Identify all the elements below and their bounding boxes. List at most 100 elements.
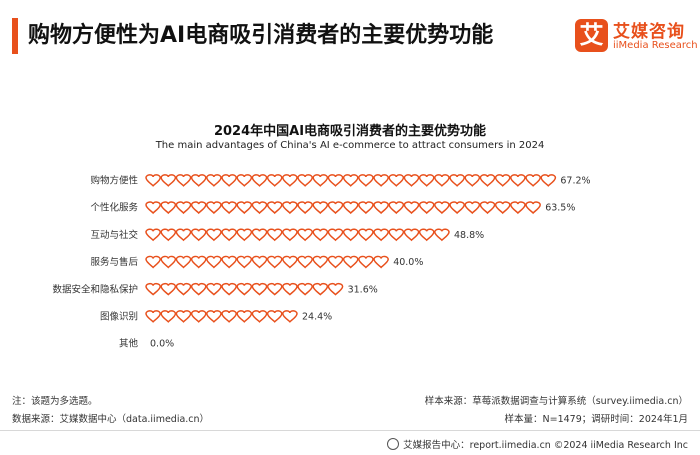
heart-icon bbox=[206, 310, 222, 323]
category-label: 个性化服务 bbox=[90, 202, 138, 214]
category-label: 互动与社交 bbox=[90, 229, 138, 241]
heart-icon bbox=[282, 174, 298, 187]
heart-icon bbox=[175, 228, 192, 242]
heart-icon bbox=[221, 201, 237, 215]
heart-icon bbox=[510, 174, 526, 187]
data-source-text: 数据来源：艾媒数据中心（data.iimedia.cn） bbox=[12, 414, 210, 425]
heart-icon bbox=[358, 201, 374, 215]
heart-icon bbox=[327, 174, 344, 187]
heart-icon bbox=[160, 282, 177, 296]
logo-english-name: iiMedia Research bbox=[613, 40, 698, 51]
heart-icon bbox=[464, 174, 481, 187]
heart-icon bbox=[236, 201, 253, 215]
heart-bar bbox=[145, 201, 541, 215]
heart-icon bbox=[145, 228, 161, 242]
heart-icon bbox=[297, 255, 313, 269]
heart-icon bbox=[297, 201, 313, 215]
heart-icon bbox=[190, 255, 207, 269]
heart-icon bbox=[327, 255, 344, 269]
heart-icon bbox=[175, 255, 192, 269]
heart-icon bbox=[418, 228, 435, 242]
value-label: 67.2% bbox=[560, 176, 590, 187]
heart-icon bbox=[266, 255, 283, 269]
heart-bar bbox=[145, 255, 389, 269]
heart-icon bbox=[282, 255, 298, 269]
heart-icon bbox=[434, 228, 450, 242]
heart-icon bbox=[236, 174, 253, 187]
heart-icon bbox=[327, 201, 344, 215]
heart-icon bbox=[297, 282, 313, 296]
chart-subtitle: The main advantages of China's AI e-comm… bbox=[155, 140, 545, 151]
heart-icon bbox=[464, 201, 481, 215]
footer: 艾媒报告中心：report.iimedia.cn ©2024 iiMedia R… bbox=[387, 437, 688, 451]
heart-icon bbox=[221, 174, 237, 187]
footer-text: 艾媒报告中心：report.iimedia.cn ©2024 iiMedia R… bbox=[403, 440, 688, 451]
note-text: 注：该题为多选题。 bbox=[12, 396, 98, 407]
value-label: 0.0% bbox=[150, 339, 174, 350]
heart-icon bbox=[145, 201, 161, 215]
heart-icon bbox=[358, 255, 374, 269]
heart-icon bbox=[342, 201, 359, 215]
heart-icon bbox=[160, 310, 177, 323]
heart-icon bbox=[160, 228, 177, 242]
heart-bar bbox=[145, 228, 450, 242]
heart-icon bbox=[251, 174, 268, 187]
heart-icon bbox=[388, 201, 405, 215]
heart-icon bbox=[540, 174, 557, 187]
heart-icon bbox=[494, 174, 511, 187]
value-label: 24.4% bbox=[302, 312, 332, 323]
heart-icon bbox=[160, 255, 177, 269]
value-label: 63.5% bbox=[545, 203, 575, 214]
logo-badge-icon: 艾 bbox=[575, 19, 608, 52]
heart-icon bbox=[236, 228, 253, 242]
heart-icon bbox=[221, 310, 237, 323]
iimedia-logo: 艾 艾媒咨询 iiMedia Research bbox=[575, 16, 698, 56]
heart-icon bbox=[403, 201, 420, 215]
heart-icon bbox=[145, 282, 161, 296]
heart-icon bbox=[190, 228, 207, 242]
heart-icon bbox=[282, 201, 298, 215]
heart-icon bbox=[312, 255, 329, 269]
heart-icon bbox=[206, 174, 222, 187]
heart-icon bbox=[175, 282, 192, 296]
heart-icon bbox=[388, 228, 405, 242]
report-center-icon bbox=[387, 438, 400, 450]
heart-icon bbox=[358, 228, 374, 242]
heart-icon bbox=[342, 174, 359, 187]
heart-icon bbox=[479, 174, 496, 187]
heart-icon bbox=[190, 282, 207, 296]
heart-icon bbox=[206, 201, 222, 215]
heart-icon bbox=[327, 228, 344, 242]
heart-icon bbox=[342, 255, 359, 269]
heart-icon bbox=[418, 201, 435, 215]
heart-icon bbox=[525, 174, 541, 187]
heart-icon bbox=[266, 174, 283, 187]
value-label: 31.6% bbox=[348, 284, 378, 295]
heart-icon bbox=[403, 228, 420, 242]
heart-icon bbox=[358, 174, 374, 187]
value-label: 48.8% bbox=[454, 230, 484, 241]
sample-source-text: 样本来源：草莓派数据调查与计算系统（survey.iimedia.cn） bbox=[424, 396, 688, 407]
heart-bar bbox=[145, 174, 557, 187]
heart-icon bbox=[251, 201, 268, 215]
heart-bar bbox=[145, 282, 344, 296]
heart-icon bbox=[525, 201, 541, 215]
heart-icon bbox=[266, 228, 283, 242]
category-label: 购物方便性 bbox=[90, 175, 138, 187]
heart-icon bbox=[312, 282, 329, 296]
heart-icon bbox=[145, 255, 161, 269]
heart-icon bbox=[145, 174, 161, 187]
heart-icon bbox=[221, 228, 237, 242]
heart-icon bbox=[297, 228, 313, 242]
sample-info-text: 样本量：N=1479；调研时间：2024年1月 bbox=[504, 414, 688, 425]
heart-icon bbox=[388, 174, 405, 187]
heart-icon bbox=[206, 255, 222, 269]
title-accent-bar bbox=[12, 18, 18, 54]
heart-icon bbox=[312, 228, 329, 242]
heart-icon bbox=[418, 174, 435, 187]
heart-icon bbox=[510, 201, 526, 215]
heart-icon bbox=[221, 282, 237, 296]
heart-icon bbox=[312, 174, 329, 187]
heart-icon bbox=[479, 201, 496, 215]
